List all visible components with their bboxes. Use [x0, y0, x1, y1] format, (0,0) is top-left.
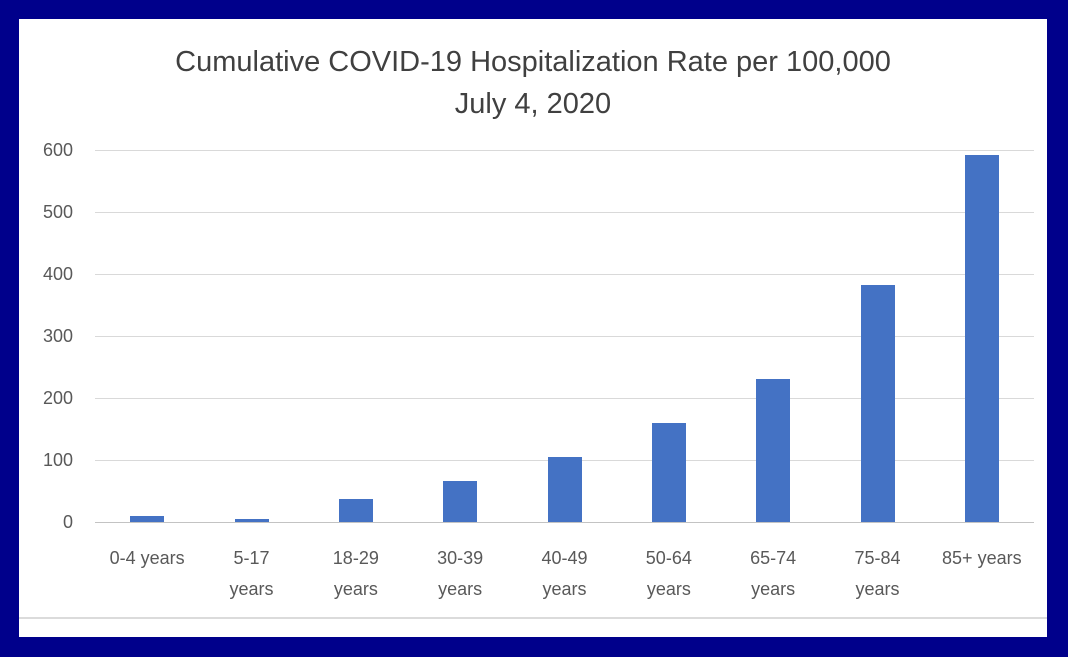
y-axis-tick-label: 100	[42, 450, 73, 470]
x-axis-tick-label: 65-74 years	[721, 543, 825, 605]
y-axis-tick-label: 600	[42, 140, 73, 160]
page-edge-divider	[19, 617, 1047, 619]
x-axis-tick-label: 5-17 years	[199, 543, 303, 605]
y-axis-tick-label: 200	[42, 388, 73, 408]
bar-18-29-years	[339, 499, 373, 522]
plot-area	[95, 149, 1034, 523]
x-axis-tick-label: 0-4 years	[95, 543, 199, 574]
x-axis-line	[95, 521, 1034, 523]
gridline	[95, 397, 1034, 399]
x-axis-tick-label: 50-64 years	[617, 543, 721, 605]
x-axis-tick-label: 40-49 years	[512, 543, 616, 605]
y-axis-tick-label: 300	[42, 326, 73, 346]
y-axis-tick-label: 400	[42, 264, 73, 284]
x-axis-tick-label-line: years	[855, 579, 900, 599]
x-axis-tick-label-line: years	[438, 579, 483, 599]
x-axis-tick-label-line: years	[229, 579, 274, 599]
x-axis-tick-label-line: 30-39	[437, 548, 484, 568]
chart-subtitle: July 4, 2020	[454, 88, 612, 120]
x-axis-tick-label-line: 85+ years	[942, 548, 1022, 568]
chart-title-block: Cumulative COVID-19 Hospitalization Rate…	[19, 41, 1047, 125]
x-axis-tick-label-line: 5-17	[233, 548, 270, 568]
gridline	[95, 211, 1034, 213]
bar-65-74-years	[756, 379, 790, 522]
x-axis-tick-label: 18-29 years	[304, 543, 408, 605]
gridline	[95, 149, 1034, 151]
x-axis-tick-label-line: 40-49	[541, 548, 588, 568]
x-axis-tick-label-line: years	[333, 579, 378, 599]
x-axis-tick-label: 75-84 years	[825, 543, 929, 605]
x-axis-tick-label-line: 18-29	[332, 548, 379, 568]
chart-canvas: Cumulative COVID-19 Hospitalization Rate…	[19, 19, 1047, 637]
bar-85-years	[965, 155, 999, 522]
bar-40-49-years	[548, 457, 582, 522]
gridline	[95, 335, 1034, 337]
bar-0-4-years	[130, 516, 164, 522]
x-axis-tick-label-line: years	[751, 579, 796, 599]
x-axis-tick-label-line: 65-74	[750, 548, 797, 568]
bar-5-17-years	[235, 519, 269, 522]
bar-50-64-years	[652, 423, 686, 522]
x-axis-tick-label-line: 75-84	[854, 548, 901, 568]
x-axis-tick-label-line: years	[542, 579, 587, 599]
chart-title: Cumulative COVID-19 Hospitalization Rate…	[175, 46, 891, 78]
x-axis-tick-label: 30-39 years	[408, 543, 512, 605]
x-axis-tick-label-line: 50-64	[645, 548, 692, 568]
bar-75-84-years	[861, 285, 895, 522]
bar-30-39-years	[443, 481, 477, 522]
x-axis-tick-label-line: years	[646, 579, 691, 599]
gridline	[95, 273, 1034, 275]
x-axis-tick-label: 85+ years	[930, 543, 1034, 574]
y-axis-tick-label: 500	[42, 202, 73, 222]
y-axis-tick-label: 0	[62, 512, 73, 532]
x-axis-tick-label-line: 0-4 years	[109, 548, 185, 568]
